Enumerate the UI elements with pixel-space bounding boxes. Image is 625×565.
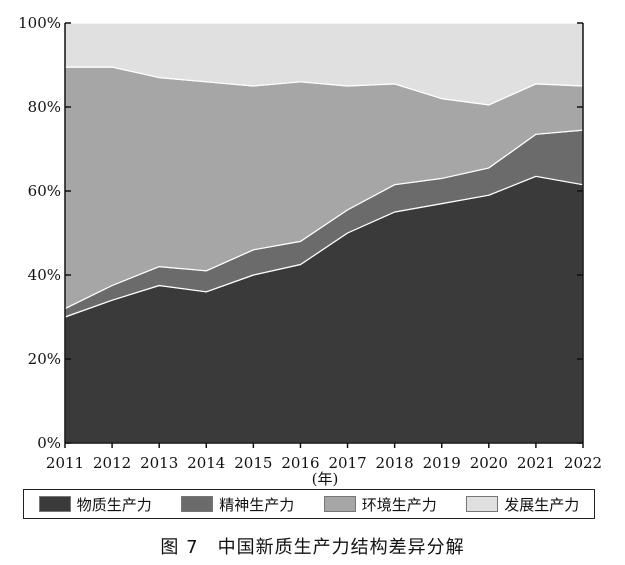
legend-item: 物质生产力 [38,494,152,515]
legend-item: 发展生产力 [466,494,579,515]
legend-swatch [466,496,499,512]
x-tick-label: 2016 [281,454,319,472]
y-tick-label: 40% [28,266,61,284]
y-tick-label: 100% [18,14,61,32]
legend-item: 精神生产力 [181,494,294,515]
legend: 物质生产力 精神生产力 环境生产力 发展生产力 [23,489,595,519]
stacked-area-chart: 0% 20% 40% 60% 80% 100% 2011 2012 2013 2014 2015 20… [18,14,602,488]
x-tick-label: 2021 [517,454,555,472]
x-tick-label: 2017 [328,454,366,472]
axes: 0% 20% 40% 60% 80% 100% 2011 2012 2013 2014 2015 20… [18,14,602,472]
legend-swatch [38,496,71,512]
x-tick-label: 2019 [423,454,461,472]
legend-label: 环境生产力 [361,495,437,514]
area-layers [64,22,584,444]
x-tick-label: 2018 [376,454,414,472]
y-tick-label: 20% [28,350,61,368]
x-tick-label: 2011 [46,454,84,472]
figure-caption: 图 7 中国新质生产力结构差异分解 [160,537,465,558]
x-tick-label: 2012 [93,454,131,472]
x-tick-label: 2014 [187,454,225,472]
y-tick-label: 80% [28,98,61,116]
x-axis-unit-label: (年) [312,470,339,488]
legend-label: 发展生产力 [504,495,580,514]
legend-item: 环境生产力 [323,494,437,515]
x-tick-label: 2022 [564,454,602,472]
x-tick-label: 2015 [234,454,272,472]
legend-swatch [323,496,356,512]
legend-label: 物质生产力 [76,495,152,514]
y-tick-label: 0% [37,434,61,452]
legend-swatch [181,496,214,512]
y-tick-label: 60% [28,182,61,200]
x-tick-label: 2013 [140,454,178,472]
x-tick-label: 2020 [470,454,508,472]
legend-label: 精神生产力 [219,495,295,514]
